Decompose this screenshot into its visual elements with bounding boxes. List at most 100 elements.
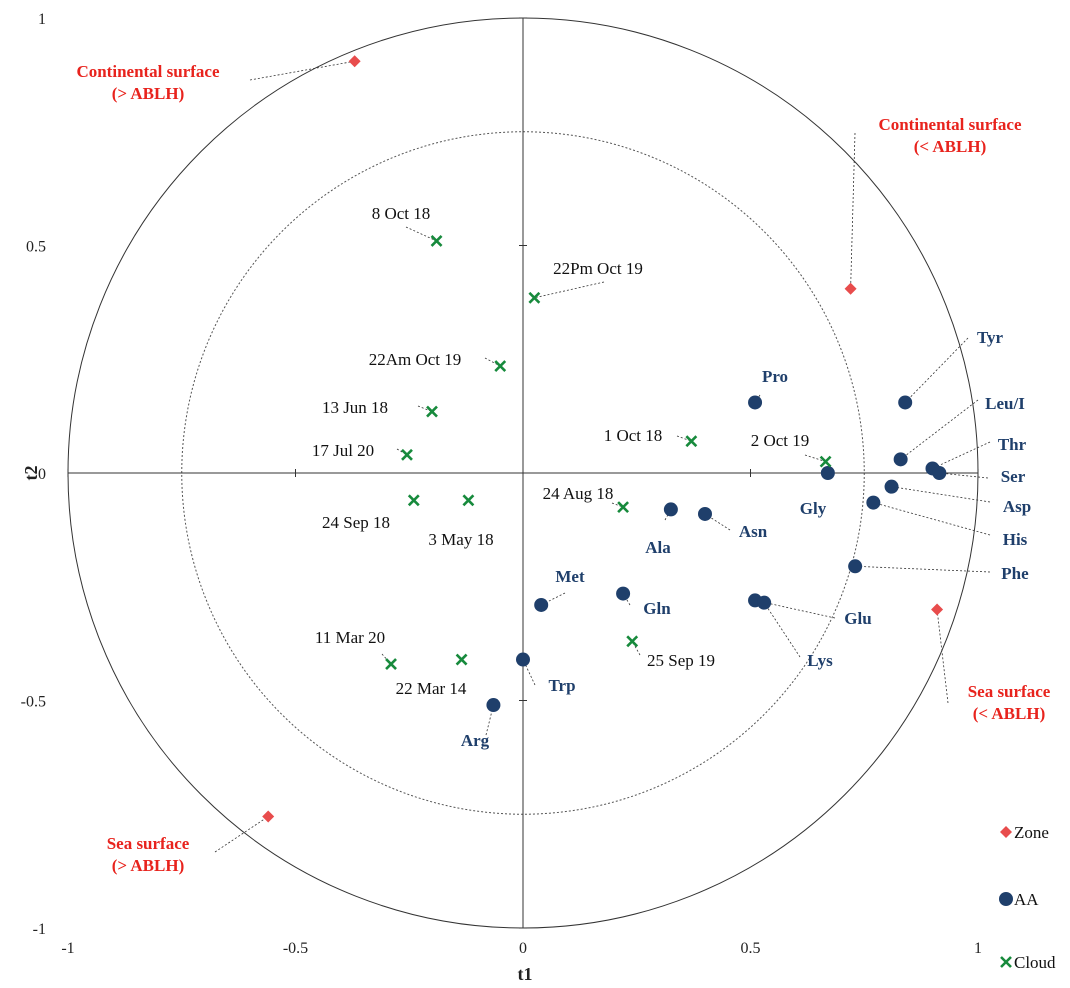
cloud-label-17-jul-20: 17 Jul 20 bbox=[312, 441, 374, 460]
x-tick-label: 0 bbox=[519, 940, 527, 957]
aa-point-asn bbox=[698, 506, 712, 521]
aa-label-thr: Thr bbox=[998, 435, 1027, 454]
legend-label: Zone bbox=[1014, 823, 1049, 842]
cloud-point-13-jun-18 bbox=[426, 405, 438, 418]
legend-item-aa: AA bbox=[999, 890, 1039, 909]
leader-line bbox=[936, 609, 949, 704]
aa-point-leu-i bbox=[893, 452, 908, 467]
y-axis-title: t2 bbox=[21, 466, 41, 481]
aa-label-gly: Gly bbox=[800, 499, 827, 518]
cloud-label-3-may-18: 3 May 18 bbox=[428, 530, 493, 549]
cloud-label-1-oct-18: 1 Oct 18 bbox=[604, 426, 663, 445]
aa-label-met: Met bbox=[555, 567, 585, 586]
legend-diamond-icon bbox=[1000, 826, 1012, 838]
aa-point-ala bbox=[663, 502, 678, 517]
legend-circle-icon bbox=[999, 892, 1013, 906]
aa-label-lys: Lys bbox=[807, 651, 833, 670]
leader-line bbox=[891, 486, 991, 503]
leader-line bbox=[855, 565, 991, 573]
cloud-point-17-jul-20 bbox=[401, 448, 413, 461]
x-tick-label: 0.5 bbox=[741, 940, 761, 957]
leader-line bbox=[939, 472, 989, 479]
zone-point-sea-surface-ablh bbox=[262, 810, 275, 823]
aa-point-ser bbox=[932, 466, 947, 480]
aa-label-gln: Gln bbox=[643, 599, 671, 618]
aa-label-asn: Asn bbox=[739, 522, 768, 541]
cloud-point-1-oct-18 bbox=[685, 435, 698, 448]
cloud-point-24-sep-18 bbox=[407, 494, 420, 507]
cloud-label-11-mar-20: 11 Mar 20 bbox=[315, 628, 385, 647]
legend-label: Cloud bbox=[1014, 953, 1056, 972]
cloud-label-13-jun-18: 13 Jun 18 bbox=[322, 398, 388, 417]
cloud-label-2-oct-19: 2 Oct 19 bbox=[751, 431, 810, 450]
leader-line bbox=[522, 659, 536, 686]
leader-line bbox=[932, 441, 991, 469]
aa-point-phe bbox=[848, 559, 863, 574]
y-tick-label: 0 bbox=[38, 466, 46, 483]
cloud-point-11-mar-20 bbox=[385, 658, 397, 671]
aa-label-his: His bbox=[1003, 530, 1028, 549]
x-axis-title: t1 bbox=[518, 964, 533, 984]
cloud-point-22am-oct-19 bbox=[494, 360, 507, 372]
aa-label-leu-i: Leu/I bbox=[985, 394, 1025, 413]
aa-label-tyr: Tyr bbox=[977, 328, 1004, 347]
cloud-point-3-may-18 bbox=[462, 494, 475, 507]
aa-label-trp: Trp bbox=[548, 676, 575, 695]
leader-line bbox=[214, 816, 269, 853]
aa-label-phe: Phe bbox=[1001, 564, 1029, 583]
aa-point-arg bbox=[486, 698, 501, 713]
x-tick-label: -1 bbox=[61, 940, 74, 957]
cloud-point-24-aug-18 bbox=[617, 501, 630, 514]
aa-label-glu: Glu bbox=[844, 609, 871, 628]
leader-line bbox=[484, 357, 501, 367]
y-tick-label: -0.5 bbox=[21, 694, 46, 711]
leader-line bbox=[405, 226, 437, 242]
cloud-point-2-oct-19 bbox=[819, 455, 832, 468]
leader-line bbox=[763, 602, 801, 658]
leader-line bbox=[850, 132, 856, 289]
aa-label-ala: Ala bbox=[645, 538, 671, 557]
zone-label-continental-surface-ablh: Continental surface (> ABLH) bbox=[76, 62, 220, 103]
zone-point-continental-surface-ablh bbox=[844, 282, 857, 295]
aa-label-arg: Arg bbox=[461, 731, 490, 750]
zone-label-sea-surface-ablh: Sea surface (> ABLH) bbox=[107, 834, 190, 875]
zone-label-continental-surface-ablh: Continental surface (< ABLH) bbox=[878, 115, 1022, 156]
zone-point-sea-surface-ablh bbox=[931, 603, 944, 616]
cloud-label-8-oct-18: 8 Oct 18 bbox=[372, 204, 431, 223]
cloud-label-25-sep-19: 25 Sep 19 bbox=[647, 651, 715, 670]
cloud-label-24-sep-18: 24 Sep 18 bbox=[322, 513, 390, 532]
aa-label-asp: Asp bbox=[1003, 497, 1031, 516]
aa-point-gly bbox=[820, 466, 835, 480]
aa-point-trp bbox=[516, 652, 530, 667]
x-tick-label: 1 bbox=[974, 940, 982, 957]
legend-x-icon bbox=[1000, 956, 1012, 968]
zone-point-continental-surface-ablh bbox=[348, 55, 361, 68]
leader-line bbox=[541, 592, 566, 606]
aa-label-pro: Pro bbox=[762, 367, 788, 386]
cloud-point-22-mar-14 bbox=[455, 653, 468, 666]
cloud-point-25-sep-19 bbox=[626, 635, 639, 648]
cloud-label-22am-oct-19: 22Am Oct 19 bbox=[369, 350, 462, 369]
y-tick-label: 0.5 bbox=[26, 239, 46, 256]
leader-line bbox=[249, 60, 355, 81]
leader-line bbox=[900, 399, 979, 460]
y-tick-label: -1 bbox=[33, 921, 46, 938]
aa-point-pro bbox=[748, 395, 763, 410]
zone-label-sea-surface-ablh: Sea surface (< ABLH) bbox=[968, 682, 1051, 723]
aa-point-gln bbox=[616, 586, 631, 601]
legend: Zone AA Cloud bbox=[999, 823, 1056, 972]
cloud-point-22pm-oct-19 bbox=[528, 291, 541, 304]
leader-line bbox=[873, 502, 991, 536]
aa-point-his bbox=[866, 495, 881, 510]
legend-item-zone: Zone bbox=[1000, 823, 1049, 842]
cloud-label-22-mar-14: 22 Mar 14 bbox=[396, 679, 467, 698]
cloud-label-22pm-oct-19: 22Pm Oct 19 bbox=[553, 259, 643, 278]
legend-item-cloud: Cloud bbox=[1000, 953, 1056, 972]
aa-label-ser: Ser bbox=[1001, 467, 1026, 486]
y-tick-label: 1 bbox=[38, 11, 46, 28]
aa-point-asp bbox=[884, 479, 899, 494]
leader-line bbox=[534, 281, 605, 299]
legend-label: AA bbox=[1014, 890, 1039, 909]
aa-point-lys bbox=[757, 595, 772, 610]
